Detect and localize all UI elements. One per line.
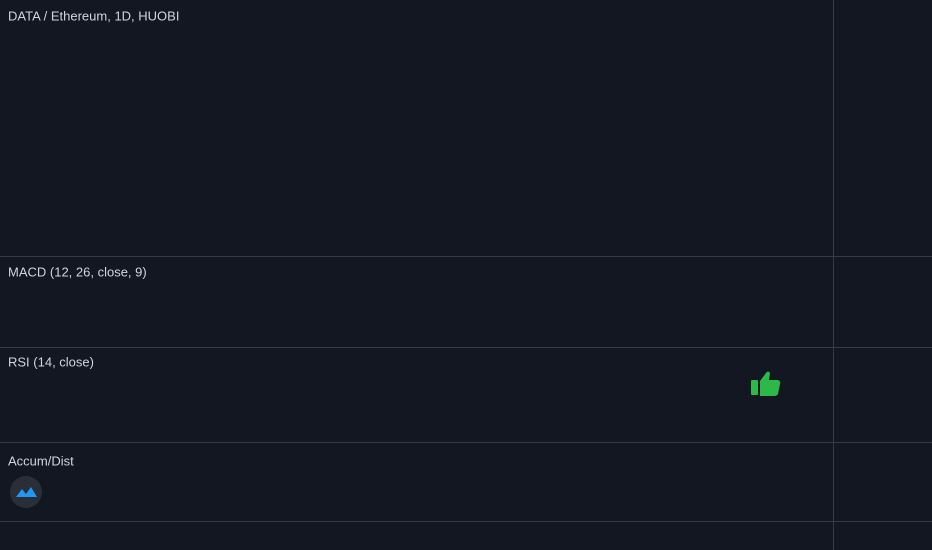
- pane-title: MACD (12, 26, close, 9): [8, 264, 147, 279]
- logo[interactable]: [10, 476, 42, 508]
- chart-title: DATA / Ethereum, 1D, HUOBI: [8, 8, 179, 23]
- thumbs-up-icon: [751, 371, 781, 396]
- pane-title: Accum/Dist: [8, 453, 74, 468]
- pane-title: RSI (14, close): [8, 354, 94, 369]
